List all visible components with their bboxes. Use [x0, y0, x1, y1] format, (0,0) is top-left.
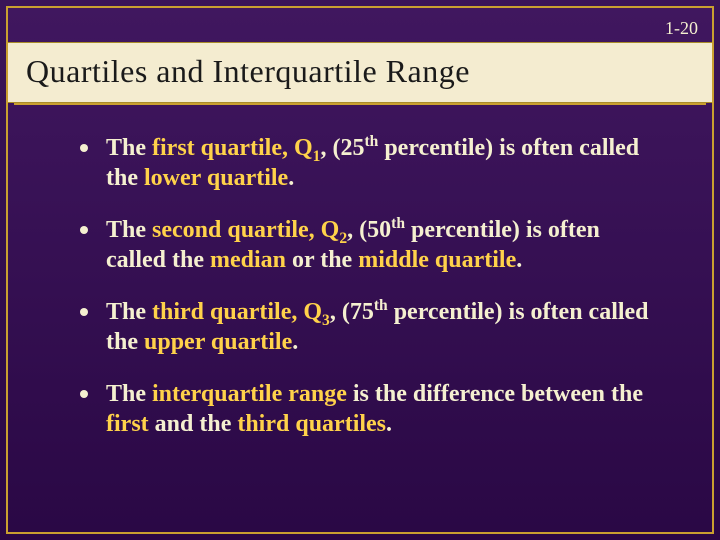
bullet-text: The second quartile, Q2, (50th percentil…: [106, 217, 600, 273]
bullet-dot-icon: [80, 226, 88, 234]
page-number: 1-20: [665, 18, 698, 39]
bullet-text: The interquartile range is the differenc…: [106, 381, 643, 437]
bullet-item: The second quartile, Q2, (50th percentil…: [80, 215, 664, 275]
bullet-item: The first quartile, Q1, (25th percentile…: [80, 133, 664, 193]
bullet-item: The third quartile, Q3, (75th percentile…: [80, 297, 664, 357]
content-area: The first quartile, Q1, (25th percentile…: [8, 105, 712, 439]
title-bar: Quartiles and Interquartile Range: [8, 42, 712, 103]
bullet-text: The first quartile, Q1, (25th percentile…: [106, 135, 639, 191]
slide-title: Quartiles and Interquartile Range: [26, 53, 694, 90]
bullet-dot-icon: [80, 390, 88, 398]
bullet-dot-icon: [80, 308, 88, 316]
bullet-dot-icon: [80, 144, 88, 152]
slide-frame: 1-20 Quartiles and Interquartile Range T…: [6, 6, 714, 534]
bullet-text: The third quartile, Q3, (75th percentile…: [106, 299, 649, 355]
bullet-item: The interquartile range is the differenc…: [80, 379, 664, 439]
